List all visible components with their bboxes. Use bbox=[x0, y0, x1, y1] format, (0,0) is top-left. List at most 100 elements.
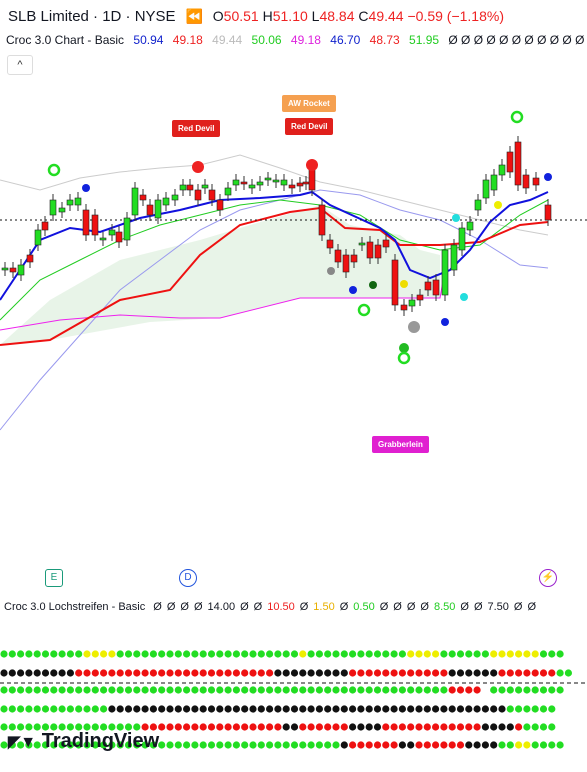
row-dot bbox=[448, 669, 456, 677]
row-dot bbox=[332, 650, 340, 658]
row-dot bbox=[423, 669, 431, 677]
row-dot bbox=[41, 669, 50, 677]
row-dot bbox=[141, 669, 149, 677]
candle bbox=[162, 197, 170, 206]
row-dot bbox=[116, 650, 124, 658]
row-dot bbox=[473, 669, 481, 677]
signal bbox=[47, 163, 61, 177]
row-dot bbox=[523, 686, 531, 694]
row-dot bbox=[25, 723, 33, 731]
row-dot bbox=[174, 723, 182, 731]
indicator-value: 51.95 bbox=[409, 33, 440, 47]
row-dot bbox=[465, 741, 473, 749]
row-dot bbox=[249, 669, 257, 677]
row-dot bbox=[423, 705, 431, 713]
row-dot bbox=[66, 650, 74, 658]
row-dot bbox=[332, 669, 340, 677]
row-dot bbox=[174, 650, 182, 658]
pane2-value: Ø bbox=[240, 601, 249, 613]
row-dot bbox=[174, 705, 182, 713]
row-dot bbox=[432, 705, 440, 713]
row-dot bbox=[548, 723, 556, 731]
event-marker[interactable]: D bbox=[179, 569, 197, 587]
row-dot bbox=[241, 686, 249, 694]
row-dot bbox=[440, 741, 448, 749]
candle bbox=[498, 164, 506, 176]
row-dot bbox=[407, 669, 415, 677]
row-dot bbox=[116, 723, 124, 731]
row-dot bbox=[432, 686, 440, 694]
row-dot bbox=[506, 650, 514, 658]
row-dot bbox=[25, 650, 33, 658]
event-marker[interactable]: ⚡ bbox=[539, 569, 557, 587]
candle bbox=[522, 174, 530, 189]
row-dot bbox=[407, 723, 415, 731]
row-dot bbox=[183, 705, 191, 713]
candle bbox=[108, 229, 116, 236]
row-dot bbox=[315, 723, 323, 731]
row-dot bbox=[290, 669, 299, 677]
row-dot bbox=[141, 741, 149, 749]
candle bbox=[466, 221, 474, 231]
event-marker[interactable]: E bbox=[45, 569, 63, 587]
row-dot bbox=[523, 723, 531, 731]
row-dot bbox=[91, 650, 99, 658]
row-dot bbox=[141, 723, 149, 731]
row-dot bbox=[357, 705, 365, 713]
signal-label: Red Devil bbox=[285, 118, 334, 135]
row-dot bbox=[415, 741, 423, 749]
row-dot bbox=[473, 686, 481, 694]
row-dot bbox=[83, 669, 91, 677]
row-dot bbox=[66, 705, 74, 713]
row-dot bbox=[224, 723, 232, 731]
row-dot bbox=[166, 686, 174, 694]
candle bbox=[171, 194, 179, 201]
row-dot bbox=[108, 686, 116, 694]
row-dot bbox=[498, 650, 506, 658]
row-dot bbox=[50, 741, 58, 749]
row-dot bbox=[490, 705, 498, 713]
row-dot bbox=[25, 686, 33, 694]
row-dot bbox=[232, 686, 240, 694]
row-dot bbox=[373, 723, 382, 731]
candle bbox=[458, 227, 466, 251]
row-dot bbox=[266, 741, 274, 749]
row-dot bbox=[75, 669, 83, 677]
row-dot bbox=[83, 741, 91, 749]
row-dot bbox=[100, 705, 108, 713]
candle bbox=[240, 181, 248, 185]
ohlc-label: H bbox=[262, 8, 273, 24]
pane2-value: 0.50 bbox=[353, 601, 375, 613]
row-dot bbox=[539, 705, 548, 713]
row-dot bbox=[531, 650, 539, 658]
row-dot bbox=[498, 741, 506, 749]
icon[interactable]: ⏪ bbox=[185, 8, 203, 24]
row-dot bbox=[357, 650, 365, 658]
row-dot bbox=[490, 741, 498, 749]
candle bbox=[256, 181, 264, 186]
row-dot bbox=[440, 723, 448, 731]
brand-text: TradingView bbox=[41, 730, 160, 752]
row-dot bbox=[241, 650, 249, 658]
row-dot bbox=[423, 686, 431, 694]
row-dot bbox=[0, 741, 8, 749]
row-dot bbox=[465, 650, 473, 658]
row-dot bbox=[365, 669, 373, 677]
candle bbox=[391, 259, 399, 306]
row-dot bbox=[456, 705, 465, 713]
row-dot bbox=[100, 741, 108, 749]
row-dot bbox=[266, 686, 274, 694]
candle bbox=[154, 199, 162, 219]
row-dot bbox=[100, 669, 108, 677]
candle bbox=[302, 181, 310, 185]
row-dot bbox=[149, 723, 157, 731]
row-dot bbox=[365, 723, 373, 731]
row-dot bbox=[133, 650, 141, 658]
pane2-value: Ø bbox=[153, 601, 162, 613]
collapse-button[interactable]: ^ bbox=[7, 55, 33, 75]
row-dot bbox=[390, 723, 398, 731]
signal-label: AW Rocket bbox=[282, 95, 336, 112]
row-dot bbox=[83, 723, 91, 731]
row-dot bbox=[548, 686, 556, 694]
row-dot bbox=[432, 741, 440, 749]
